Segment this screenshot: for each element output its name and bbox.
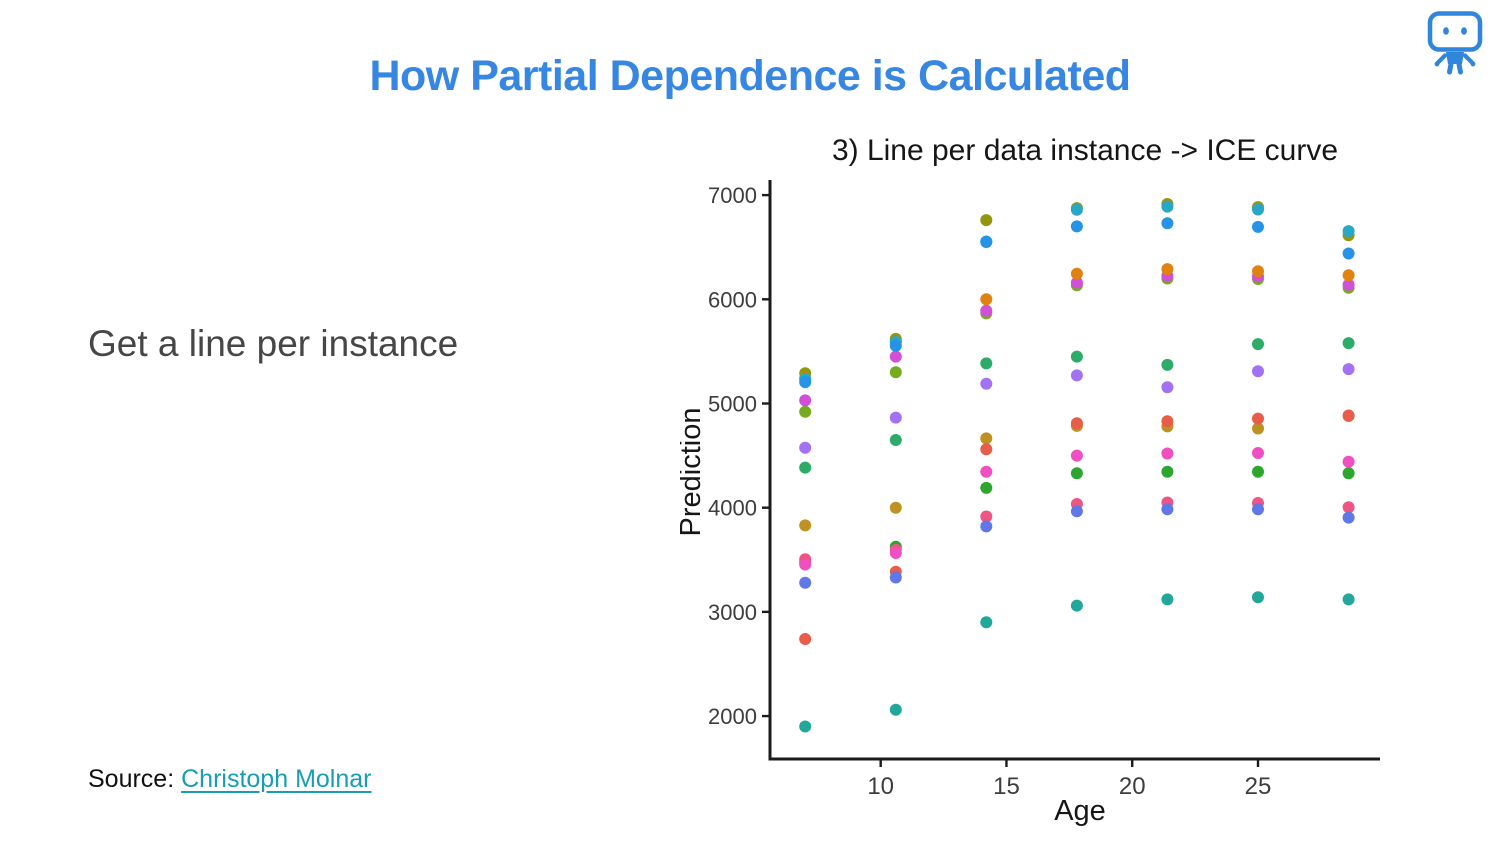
scatter-point-instance-orange: [1252, 265, 1264, 278]
scatter-point-instance-cyan: [1342, 225, 1355, 238]
scatter-point-instance-azure: [1342, 247, 1355, 260]
y-tick-label: 7000: [708, 183, 757, 208]
scatter-point-instance-azure: [1161, 217, 1174, 230]
robot-logo-icon: [1426, 11, 1484, 77]
x-tick-label: 20: [1119, 773, 1146, 800]
y-tick-label: 5000: [708, 391, 757, 416]
scatter-point-instance-pink: [1070, 449, 1083, 462]
scatter-point-instance-rose: [1342, 501, 1355, 514]
scatter-point-instance-salmon: [1161, 415, 1174, 428]
scatter-point-instance-goldenrod: [980, 432, 993, 445]
y-tick-label: 3000: [708, 600, 757, 625]
scatter-point-instance-teal: [1342, 593, 1355, 606]
scatter-point-instance-cyan: [1252, 203, 1264, 216]
scatter-point-instance-magenta: [1342, 278, 1355, 291]
scatter-point-instance-magenta: [1070, 276, 1083, 289]
scatter-point-instance-olive-green: [799, 405, 812, 418]
scatter-point-instance-teal: [1252, 591, 1264, 604]
scatter-point-instance-green: [1342, 467, 1355, 480]
scatter-point-instance-pink: [889, 547, 902, 559]
scatter-point-instance-teal: [889, 703, 902, 716]
source-line: Source: Christoph Molnar: [88, 765, 371, 794]
scatter-point-instance-sea-green: [1252, 338, 1264, 351]
scatter-point-instance-orchid: [980, 377, 993, 390]
scatter-point-instance-pink: [980, 465, 993, 478]
scatter-point-instance-orchid: [1161, 381, 1174, 394]
scatter-point-instance-azure: [889, 339, 902, 352]
scatter-point-instance-periwinkle: [889, 571, 902, 584]
scatter-point-instance-olive-green: [889, 366, 902, 379]
scatter-point-instance-goldenrod: [799, 519, 812, 532]
scatter-point-instance-magenta: [889, 350, 902, 363]
scatter-point-instance-orange: [1342, 269, 1355, 282]
scatter-point-instance-green: [1252, 465, 1264, 478]
scatter-point-instance-orchid: [1252, 365, 1264, 378]
scatter-point-instance-dark-olive: [980, 214, 993, 227]
scatter-point-instance-teal: [799, 720, 812, 733]
scatter-point-instance-teal: [980, 616, 993, 629]
scatter-point-instance-periwinkle: [799, 576, 812, 589]
scatter-point-instance-teal: [1070, 599, 1083, 612]
scatter-point-instance-green: [980, 481, 993, 494]
x-tick-label: 25: [1245, 773, 1272, 800]
scatter-point-instance-goldenrod: [889, 501, 902, 514]
source-label: Source:: [88, 765, 175, 793]
scatter-point-instance-sea-green: [889, 434, 902, 446]
scatter-point-instance-periwinkle: [1342, 511, 1355, 524]
scatter-point-instance-sea-green: [1070, 350, 1083, 363]
scatter-point-instance-periwinkle: [1070, 505, 1083, 518]
scatter-point-instance-cyan: [1070, 203, 1083, 216]
scatter-point-instance-sea-green: [1161, 358, 1174, 371]
scatter-point-instance-salmon: [980, 443, 993, 456]
scatter-point-instance-periwinkle: [1252, 503, 1264, 516]
scatter-point-instance-azure: [1252, 220, 1264, 233]
scatter-point-instance-orchid: [889, 411, 902, 424]
y-tick-label: 2000: [708, 704, 757, 729]
page-title: How Partial Dependence is Calculated: [369, 52, 1131, 100]
ice-scatter-chart: 3) Line per data instance -> ICE curve 20…: [675, 120, 1400, 844]
scatter-point-instance-sea-green: [799, 461, 812, 474]
scatter-point-instance-orchid: [1342, 363, 1355, 376]
x-tick-label: 10: [867, 773, 894, 800]
scatter-point-instance-magenta: [980, 304, 993, 317]
source-link[interactable]: Christoph Molnar: [181, 765, 372, 793]
note-text: Get a line per instance: [88, 323, 459, 364]
scatter-point-instance-orange: [1070, 267, 1083, 280]
scatter-point-instance-magenta: [799, 394, 812, 407]
scatter-point-instance-salmon: [1070, 417, 1083, 430]
scatter-point-instance-sea-green: [980, 357, 993, 370]
scatter-point-instance-pink: [799, 558, 812, 571]
scatter-point-instance-green: [1070, 467, 1083, 480]
y-tick-label: 6000: [708, 287, 757, 312]
scatter-point-instance-azure: [1070, 220, 1083, 233]
scatter-point-instance-pink: [1161, 447, 1174, 460]
scatter-point-instance-orange: [1161, 263, 1174, 276]
scatter-point-instance-sea-green: [1342, 337, 1355, 350]
chart-title: 3) Line per data instance -> ICE curve: [832, 134, 1338, 167]
scatter-point-instance-pink: [1252, 447, 1264, 459]
scatter-point-instance-cyan: [1161, 200, 1174, 213]
scatter-point-instance-salmon: [1252, 412, 1264, 425]
robot-head: [1427, 11, 1483, 52]
robot-body: [1446, 52, 1464, 64]
y-axis-title: Prediction: [680, 408, 707, 537]
x-tick-label: 15: [993, 773, 1020, 800]
scatter-point-instance-periwinkle: [980, 520, 993, 533]
scatter-point-instance-orchid: [799, 441, 812, 454]
scatter-point-instance-salmon: [1342, 409, 1355, 422]
scatter-point-instance-pink: [1342, 455, 1355, 468]
scatter-point-instance-green: [1161, 465, 1174, 478]
scatter-point-instance-goldenrod: [1252, 422, 1264, 435]
scatter-point-instance-azure: [980, 236, 993, 248]
scatter-point-instance-orchid: [1070, 369, 1083, 382]
scatter-point-instance-salmon: [799, 633, 812, 645]
scatter-point-instance-teal: [1161, 593, 1174, 606]
scatter-point-instance-azure: [799, 376, 812, 389]
scatter-point-instance-orange: [980, 293, 993, 306]
x-axis-title: Age: [1054, 795, 1106, 827]
y-tick-label: 4000: [708, 496, 757, 521]
scatter-point-instance-rose: [980, 510, 993, 523]
scatter-point-instance-periwinkle: [1161, 503, 1174, 516]
